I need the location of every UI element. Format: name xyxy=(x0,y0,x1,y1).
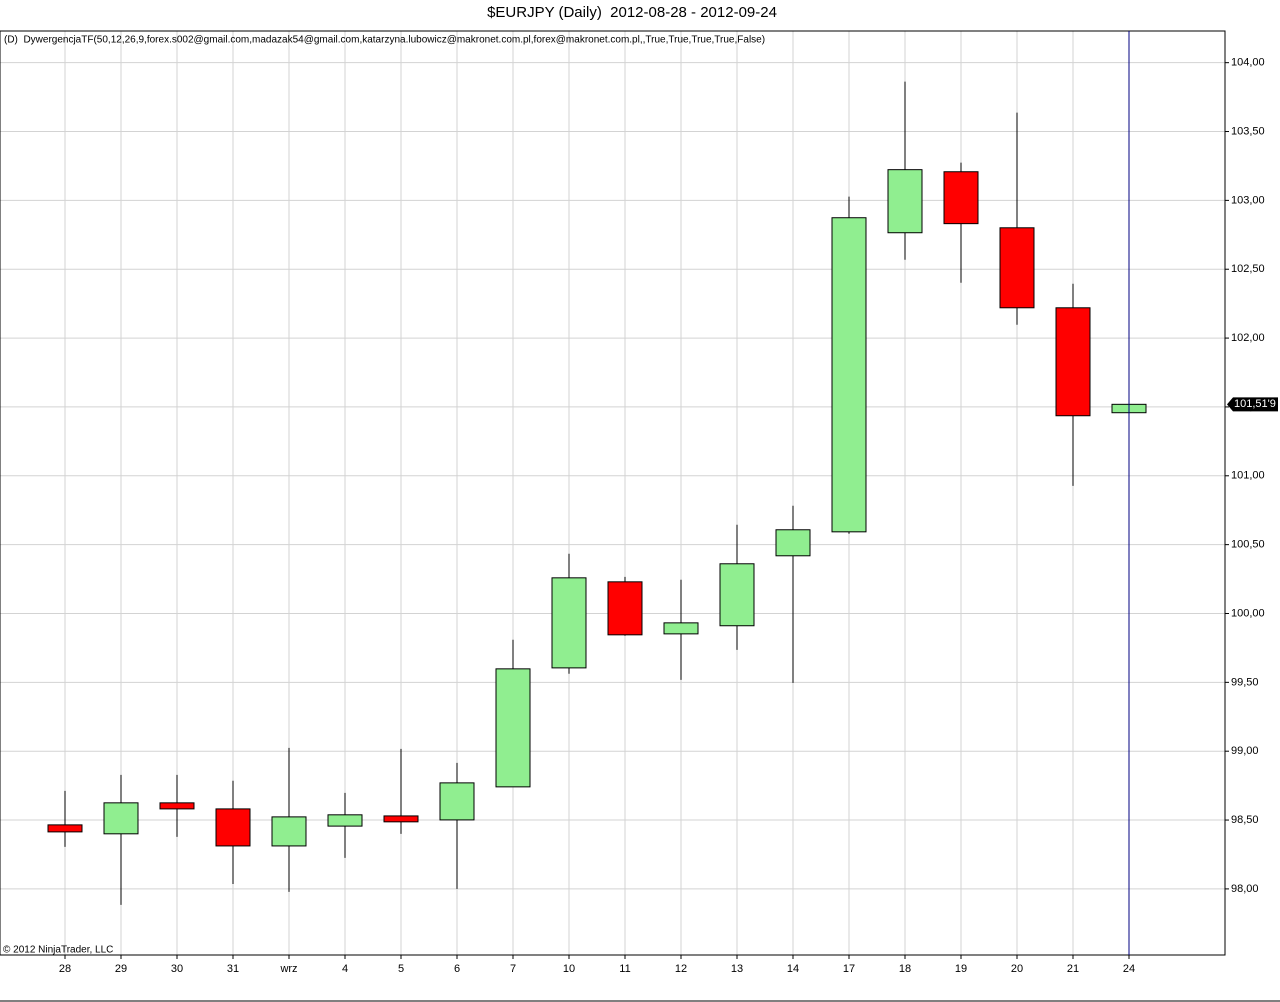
y-tick-label: 103,00 xyxy=(1231,194,1265,206)
y-tick-label: 103,50 xyxy=(1231,125,1265,137)
y-tick-label: 102,00 xyxy=(1231,332,1265,344)
x-tick-label: 18 xyxy=(899,963,911,975)
candle-body xyxy=(607,581,643,636)
x-tick-label: 10 xyxy=(563,963,575,975)
candle-body xyxy=(439,782,475,821)
candle-body xyxy=(327,814,363,827)
candle-body xyxy=(159,802,195,810)
y-tick-label: 98,00 xyxy=(1231,883,1259,895)
x-tick-label: 7 xyxy=(510,963,516,975)
candle-body xyxy=(495,668,531,788)
x-tick-label: 12 xyxy=(675,963,687,975)
candle-body xyxy=(775,529,811,557)
y-tick-label: 100,50 xyxy=(1231,539,1265,551)
candle-body xyxy=(551,577,587,669)
x-tick-label: 30 xyxy=(171,963,183,975)
x-tick-label: 19 xyxy=(955,963,967,975)
candle-body xyxy=(103,802,139,835)
candle-body xyxy=(719,563,755,627)
candle-body xyxy=(887,169,923,234)
x-tick-label: 4 xyxy=(342,963,348,975)
plot-frame xyxy=(0,30,1226,956)
indicator-label: (D) DywergencjaTF(50,12,26,9,forex.s002@… xyxy=(4,35,765,46)
x-tick-label: 6 xyxy=(454,963,460,975)
candle-body xyxy=(663,622,699,635)
candle-body xyxy=(999,227,1035,309)
x-tick-label: 5 xyxy=(398,963,404,975)
x-tick-label: 24 xyxy=(1123,963,1135,975)
y-tick-label: 101,00 xyxy=(1231,470,1265,482)
y-tick-label: 99,00 xyxy=(1231,745,1259,757)
candle-body xyxy=(1055,307,1091,417)
candle-body xyxy=(831,217,867,533)
candle-body xyxy=(943,171,979,225)
x-tick-label: 21 xyxy=(1067,963,1079,975)
candle-body xyxy=(271,816,307,847)
y-tick-label: 104,00 xyxy=(1231,57,1265,69)
candle-body xyxy=(383,815,419,823)
last-price-marker xyxy=(1227,397,1278,412)
candle-body xyxy=(47,824,83,833)
y-tick-label: 102,50 xyxy=(1231,263,1265,275)
x-tick-label: 13 xyxy=(731,963,743,975)
y-tick-label: 99,50 xyxy=(1231,676,1259,688)
chart-title: $EURJPY (Daily) 2012-08-28 - 2012-09-24 xyxy=(487,4,777,21)
candle-body xyxy=(215,808,251,847)
x-tick-label: wrz xyxy=(279,963,297,975)
x-tick-label: 20 xyxy=(1011,963,1023,975)
x-tick-label: 11 xyxy=(619,963,630,975)
x-tick-label: 17 xyxy=(843,963,855,975)
copyright: © 2012 NinjaTrader, LLC xyxy=(3,945,113,956)
x-tick-label: 29 xyxy=(115,963,127,975)
x-tick-label: 14 xyxy=(787,963,799,975)
x-tick-label: 31 xyxy=(227,963,239,975)
x-tick-label: 28 xyxy=(59,963,71,975)
y-tick-label: 100,00 xyxy=(1231,607,1265,619)
y-tick-label: 98,50 xyxy=(1231,814,1259,826)
last-price-label: 101,51'9 xyxy=(1234,398,1276,410)
